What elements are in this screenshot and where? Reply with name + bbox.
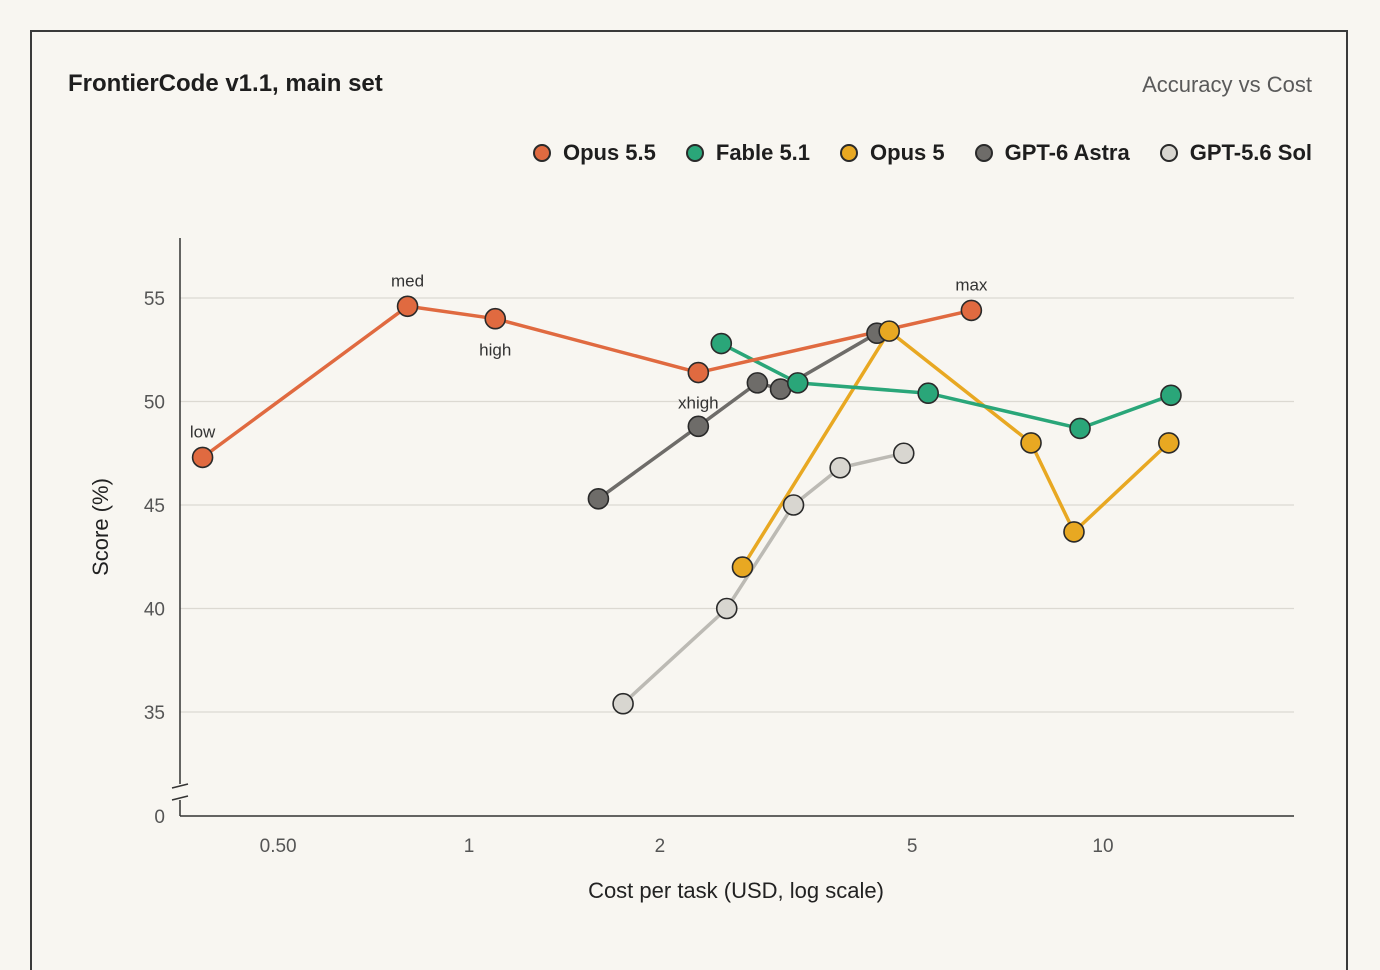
- y-tick-label: 45: [144, 496, 165, 517]
- legend-dot-icon: [532, 144, 551, 162]
- data-point: [878, 320, 900, 342]
- data-point: [687, 415, 710, 438]
- data-point: [1158, 432, 1180, 454]
- axis-break-icon: [171, 783, 189, 801]
- x-tick-label: 10: [1092, 836, 1113, 857]
- chart-card: [30, 30, 1348, 970]
- data-point: [710, 332, 733, 355]
- legend-label: Opus 5.5: [562, 140, 656, 165]
- data-point: [892, 442, 915, 465]
- y-axis-label: Score (%): [88, 478, 113, 576]
- legend-dot-icon: [974, 144, 993, 162]
- data-point: [731, 556, 754, 578]
- series-line: [740, 329, 1171, 569]
- chart-legend: Opus 5.5 Fable 5.1 Opus 5 GPT-6 Astra GP…: [532, 140, 1312, 166]
- data-point: [1020, 432, 1042, 454]
- legend-dot-icon: [685, 144, 704, 162]
- data-point: [715, 597, 738, 620]
- legend-item-gpt-5-6-sol: GPT-5.6 Sol: [1159, 140, 1312, 166]
- legend-label: GPT-6 Astra: [1004, 140, 1130, 165]
- data-point: [746, 372, 769, 394]
- x-axis-label: Cost per task (USD, log scale): [588, 878, 884, 903]
- y-tick-label: 50: [144, 393, 165, 414]
- data-point: [1063, 521, 1085, 543]
- data-point: [786, 372, 809, 394]
- legend-dot-icon: [840, 144, 859, 162]
- x-tick-label: 2: [655, 836, 666, 857]
- legend-item-gpt-6-astra: GPT-6 Astra: [974, 140, 1130, 166]
- data-point: [782, 494, 805, 516]
- point-label: high: [479, 341, 511, 360]
- x-tick-label: 1: [464, 836, 475, 857]
- data-point: [960, 299, 983, 322]
- point-label: med: [391, 271, 424, 290]
- point-label: xhigh: [678, 394, 719, 413]
- y-tick-label: 40: [144, 600, 165, 621]
- y-tick-label: 0: [154, 807, 165, 828]
- data-point: [1160, 384, 1182, 407]
- data-point: [829, 456, 851, 479]
- data-point: [687, 361, 710, 384]
- data-point: [1069, 417, 1091, 440]
- x-tick-label: 5: [907, 836, 918, 857]
- y-tick-label: 35: [144, 703, 165, 724]
- chart-subtitle: Accuracy vs Cost: [1142, 72, 1312, 97]
- data-point: [587, 487, 610, 510]
- legend-label: Opus 5: [870, 140, 945, 165]
- chart-title: FrontierCode v1.1, main set: [68, 70, 383, 97]
- data-point: [191, 446, 214, 469]
- data-point: [396, 295, 419, 318]
- point-label: low: [190, 422, 216, 441]
- legend-dot-icon: [1159, 144, 1178, 162]
- legend-item-fable-5-1: Fable 5.1: [685, 140, 811, 166]
- legend-item-opus-5-5: Opus 5.5: [532, 140, 656, 166]
- data-point: [612, 692, 634, 715]
- x-tick-label: 0.50: [260, 836, 297, 857]
- y-tick-label: 55: [144, 289, 165, 310]
- point-label: max: [955, 275, 988, 294]
- legend-label: GPT-5.6 Sol: [1189, 140, 1312, 165]
- series-line: [621, 451, 906, 706]
- legend-item-opus-5: Opus 5: [840, 140, 945, 166]
- legend-label: Fable 5.1: [715, 140, 811, 165]
- data-point: [484, 307, 507, 330]
- data-point: [917, 382, 939, 405]
